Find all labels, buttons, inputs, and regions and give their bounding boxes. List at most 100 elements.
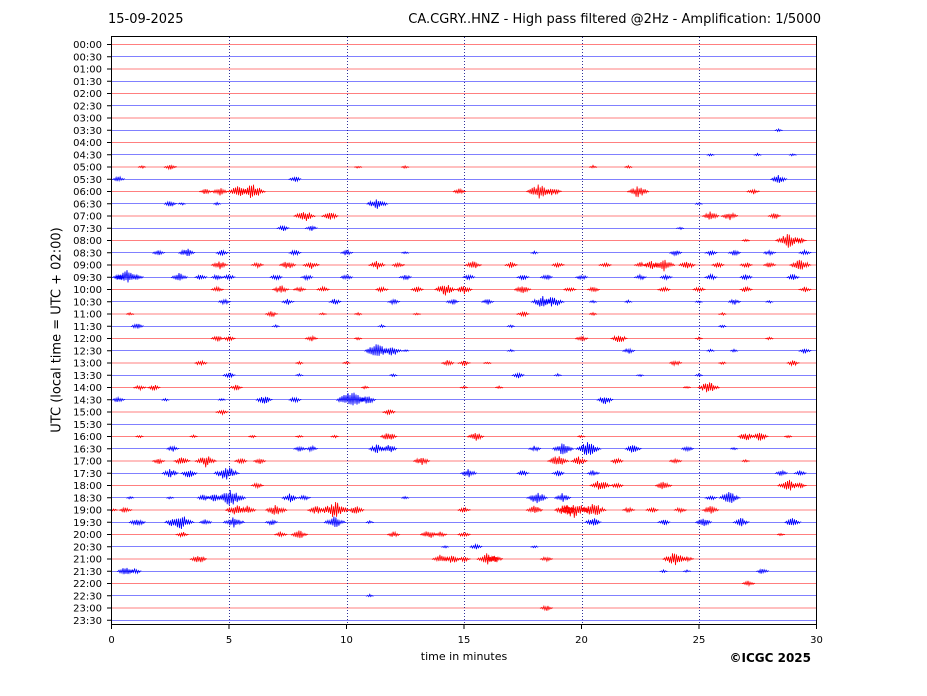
trace-burst	[527, 445, 542, 452]
trace-burst	[727, 249, 742, 256]
trace-burst	[441, 359, 455, 367]
trace-burst	[239, 184, 266, 199]
trace-burst	[729, 446, 739, 451]
y-tick-label: 07:00	[73, 212, 102, 223]
trace-burst	[276, 225, 290, 232]
trace-burst	[694, 372, 703, 378]
trace-burst	[166, 445, 180, 452]
trace-burst	[274, 531, 288, 538]
trace-burst	[586, 286, 600, 293]
trace-burst	[252, 457, 267, 464]
y-tick-label: 17:30	[73, 469, 102, 480]
trace-burst	[704, 249, 718, 257]
trace-burst	[271, 323, 280, 329]
trace-burst	[189, 434, 198, 439]
trace-burst	[598, 261, 612, 268]
trace-burst	[410, 285, 424, 293]
y-tick-label: 06:30	[73, 199, 102, 210]
trace-burst	[137, 165, 146, 169]
y-tick-label: 09:30	[73, 273, 102, 284]
trace-burst	[239, 505, 257, 514]
x-tick-label: 10	[340, 635, 353, 646]
trace-burst	[210, 273, 224, 281]
trace-burst	[551, 261, 565, 269]
trace-burst	[198, 519, 213, 526]
trace-burst	[793, 237, 807, 245]
y-tick-label: 12:30	[73, 346, 102, 357]
trace-burst	[452, 187, 466, 195]
trace-burst	[675, 226, 685, 231]
trace-burst	[222, 335, 236, 342]
trace-burst	[551, 470, 565, 477]
trace-burst	[798, 286, 812, 293]
trace-burst	[194, 456, 217, 468]
x-tick-label: 25	[693, 635, 706, 646]
y-tick-label: 19:30	[73, 518, 102, 529]
trace-burst	[288, 176, 302, 183]
trace-burst	[624, 445, 642, 453]
trace-burst	[135, 434, 144, 439]
trace-burst	[194, 274, 208, 280]
chart-title: CA.CGRY..HNZ - High pass filtered @2Hz -…	[408, 12, 821, 27]
trace-burst	[271, 285, 290, 293]
trace-burst	[701, 211, 720, 220]
trace-burst	[626, 186, 650, 198]
trace-burst	[380, 445, 398, 453]
trace-burst	[682, 385, 692, 389]
trace-burst	[210, 335, 224, 342]
trace-burst	[264, 311, 279, 318]
y-tick-label: 03:00	[73, 114, 102, 125]
y-tick-label: 15:30	[73, 420, 102, 431]
y-tick-label: 22:00	[73, 579, 102, 590]
trace-burst	[544, 188, 562, 196]
trace-burst	[718, 491, 741, 503]
trace-burst	[459, 469, 478, 478]
trace-burst	[659, 568, 668, 574]
trace-burst	[485, 555, 504, 563]
trace-burst	[464, 261, 482, 269]
trace-burst	[610, 457, 624, 465]
trace-burst	[654, 481, 673, 490]
trace-burst	[375, 286, 389, 294]
trace-burst	[783, 434, 793, 439]
trace-burst	[443, 555, 461, 563]
trace-burst	[673, 506, 687, 514]
trace-burst	[504, 261, 518, 269]
trace-burst	[547, 456, 570, 465]
trace-burst	[741, 238, 750, 243]
trace-burst	[457, 531, 471, 538]
trace-burst	[354, 311, 363, 316]
trace-burst	[774, 469, 789, 477]
y-tick-label: 14:30	[73, 395, 102, 406]
trace-burst	[539, 556, 554, 563]
y-tick-label: 01:00	[73, 65, 102, 76]
trace-burst	[248, 434, 257, 439]
trace-burst	[323, 516, 347, 527]
trace-burst	[511, 371, 525, 379]
trace-burst	[365, 519, 374, 525]
trace-burst	[483, 361, 492, 365]
y-tick-label: 02:30	[73, 101, 102, 112]
y-tick-label: 22:30	[73, 591, 102, 602]
trace-burst	[347, 506, 365, 514]
trace-burst	[657, 285, 671, 293]
trace-burst	[516, 274, 530, 281]
trace-burst	[360, 385, 370, 390]
trace-burst	[789, 259, 812, 270]
trace-burst	[765, 336, 774, 341]
trace-burst	[706, 348, 715, 353]
trace-burst	[633, 273, 648, 281]
trace-burst	[530, 296, 553, 307]
trace-burst	[718, 361, 727, 365]
trace-burst	[173, 457, 191, 465]
y-tick-label: 00:00	[73, 40, 102, 51]
trace-burst	[466, 433, 485, 441]
trace-burst	[774, 127, 783, 133]
trace-burst	[739, 285, 753, 293]
y-tick-label: 04:30	[73, 150, 102, 161]
y-tick-label: 12:00	[73, 334, 102, 345]
trace-burst	[729, 348, 739, 353]
trace-burst	[440, 545, 450, 549]
trace-burst	[765, 299, 774, 304]
trace-burst	[295, 360, 304, 366]
